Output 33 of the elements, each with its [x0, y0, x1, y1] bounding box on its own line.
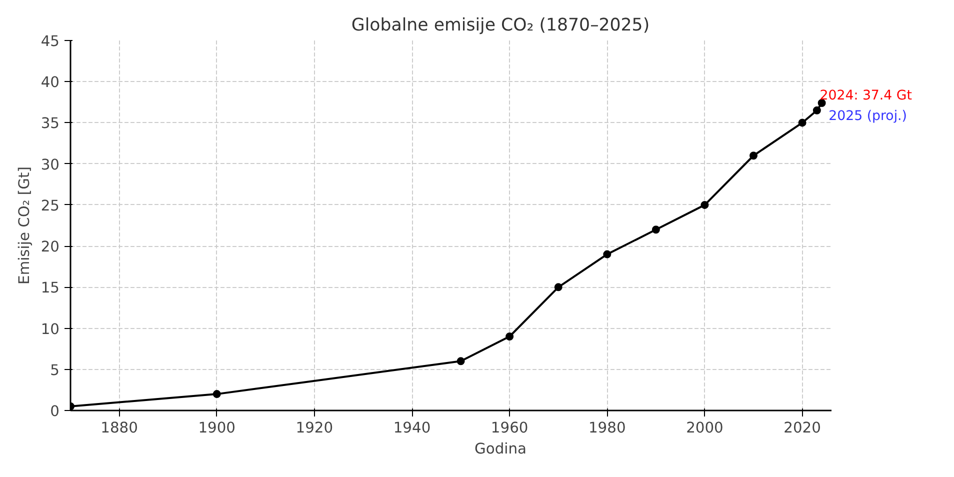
- y-tick-label: 5: [50, 362, 60, 379]
- point: [554, 283, 562, 292]
- y-tick-label: 40: [40, 74, 60, 92]
- x-tick-label: 1980: [588, 420, 626, 436]
- point: [212, 390, 221, 398]
- y-tick-label: 20: [40, 238, 60, 256]
- y-tick-label: 25: [40, 197, 60, 214]
- x-tick-label: 2020: [784, 420, 821, 436]
- point: [700, 200, 709, 209]
- x-tick-label: 1920: [296, 420, 334, 436]
- y-tick-label: 0: [50, 403, 60, 420]
- y-axis-title: Emisije CO₂ [Gt]: [16, 166, 33, 284]
- point: [603, 250, 612, 258]
- x-tick-label: 1900: [198, 420, 236, 436]
- point: [506, 332, 514, 340]
- chart-title: Globalne emisije CO₂ (1870–2025): [351, 16, 650, 36]
- x-tick-label: 1880: [100, 420, 138, 436]
- y-tick-label: 30: [40, 156, 60, 174]
- point: [798, 118, 806, 127]
- x-tick-label: 1960: [490, 420, 528, 436]
- y-tick-label: 35: [40, 115, 60, 132]
- annotation: 2024: 37.4 Gt: [820, 88, 912, 104]
- x-tick-label: 2000: [686, 420, 724, 436]
- point: [812, 106, 821, 114]
- point: [652, 226, 660, 234]
- point: [456, 357, 465, 366]
- x-axis-title: Godina: [474, 440, 526, 458]
- x-tick-label: 1940: [393, 420, 431, 436]
- annotation: 2025 (proj.): [828, 108, 907, 124]
- point: [750, 152, 758, 160]
- y-tick-label: 10: [40, 320, 60, 338]
- y-tick-label: 45: [40, 33, 60, 50]
- y-tick-label: 15: [40, 280, 60, 297]
